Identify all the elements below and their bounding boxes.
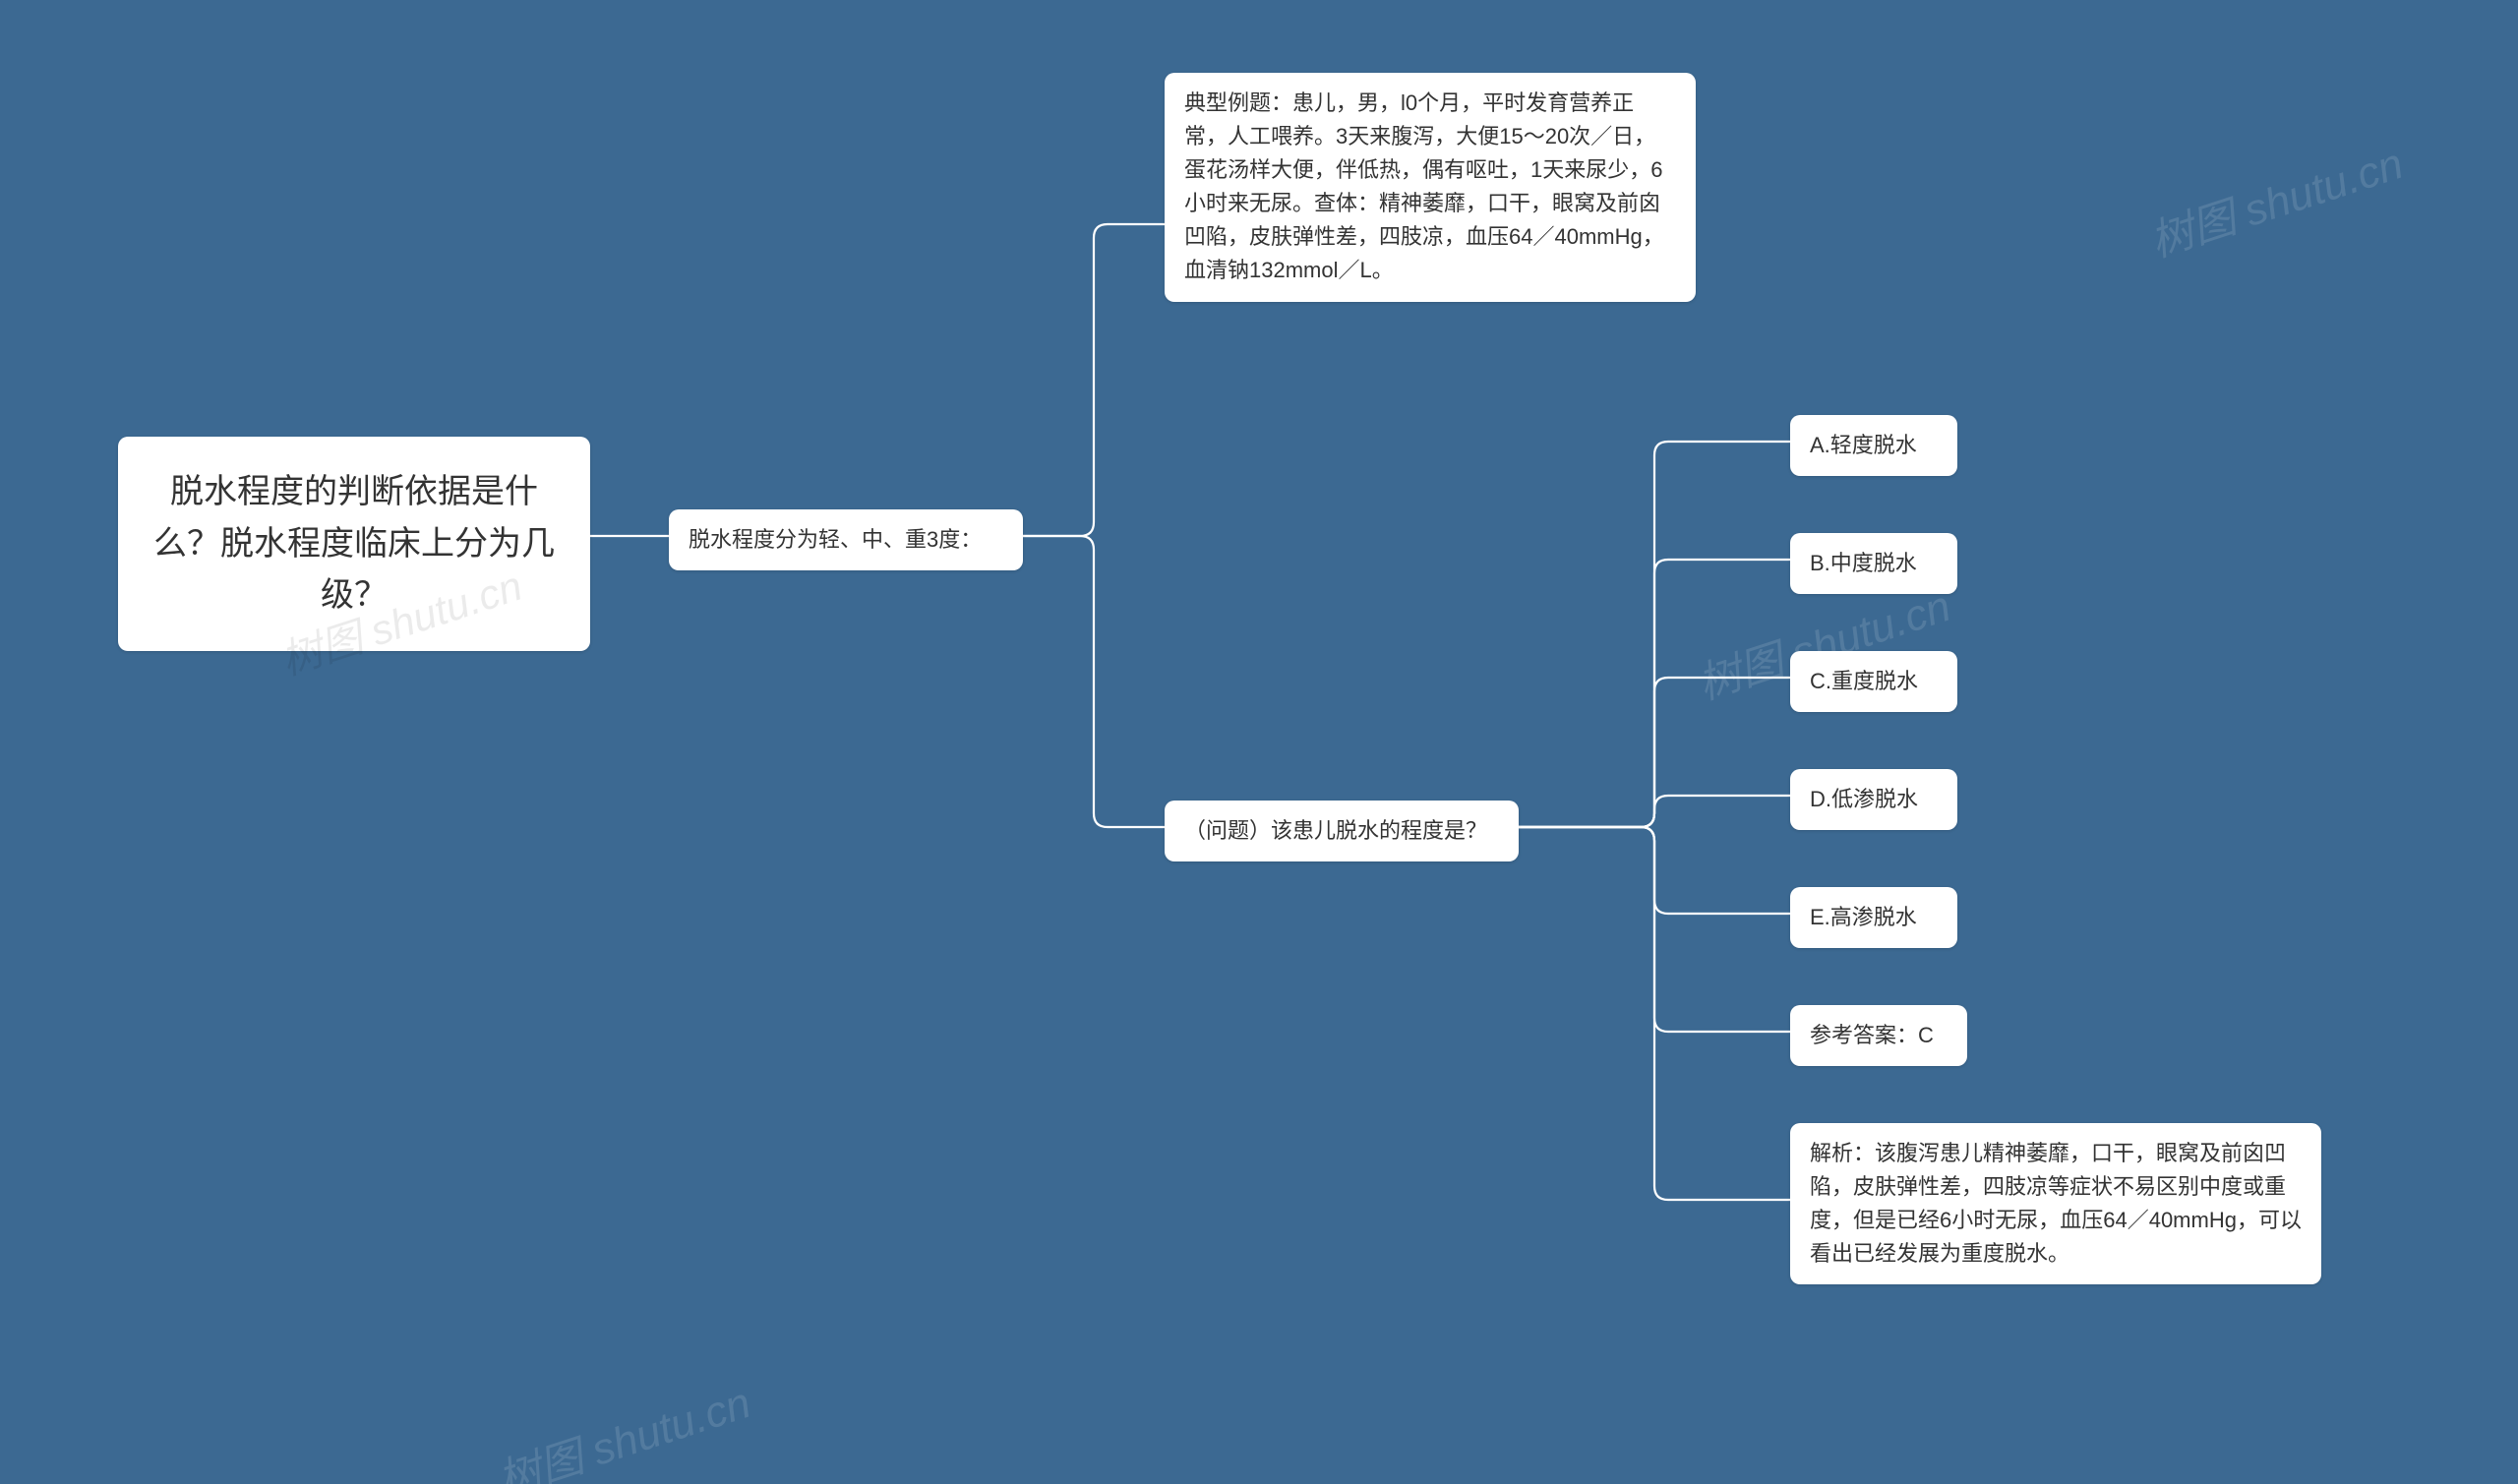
case-node: 典型例题：患儿，男，l0个月，平时发育营养正常，人工喂养。3天来腹泻，大便15～…	[1165, 73, 1696, 302]
connector	[1519, 827, 1790, 1032]
connector	[1519, 796, 1790, 827]
connector	[1519, 560, 1790, 827]
connector	[1519, 678, 1790, 827]
watermark: 树图 shutu.cn	[2141, 128, 2410, 268]
connector	[1519, 827, 1790, 1200]
connector	[1023, 536, 1165, 827]
option-e-node: E.高渗脱水	[1790, 887, 1957, 948]
option-a-node: A.轻度脱水	[1790, 415, 1957, 476]
connector	[1519, 442, 1790, 827]
option-c-node: C.重度脱水	[1790, 651, 1957, 712]
option-b-node: B.中度脱水	[1790, 533, 1957, 594]
answer-node: 参考答案：C	[1790, 1005, 1967, 1066]
connector	[1519, 827, 1790, 914]
watermark: 树图 shutu.cn	[489, 1367, 757, 1484]
connector	[1023, 224, 1165, 536]
question-node: （问题）该患儿脱水的程度是？	[1165, 801, 1519, 861]
analysis-node: 解析：该腹泻患儿精神萎靡，口干，眼窝及前囟凹陷，皮肤弹性差，四肢凉等症状不易区别…	[1790, 1123, 2321, 1284]
option-d-node: D.低渗脱水	[1790, 769, 1957, 830]
root-node: 脱水程度的判断依据是什么？脱水程度临床上分为几级？	[118, 437, 590, 651]
level1-node: 脱水程度分为轻、中、重3度：	[669, 509, 1023, 570]
